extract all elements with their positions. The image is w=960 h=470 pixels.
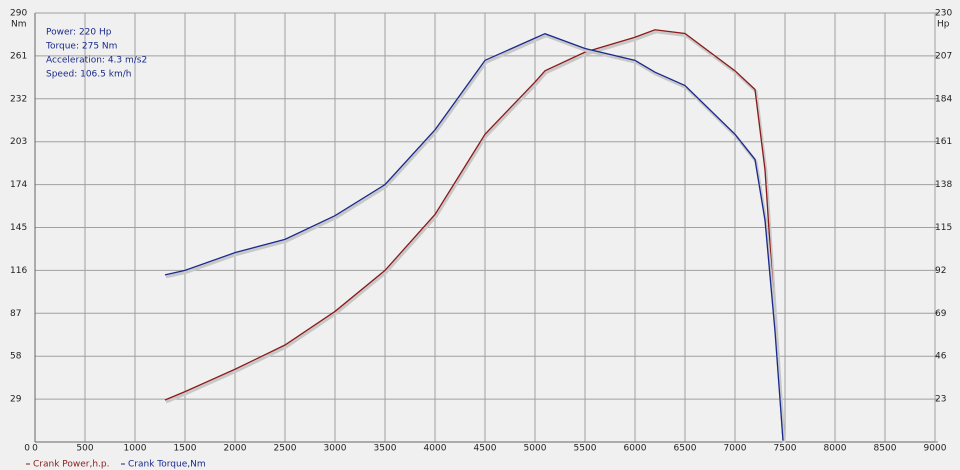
y-tick-label: 232 bbox=[10, 94, 27, 104]
x-tick-label: 5000 bbox=[524, 444, 547, 454]
line-shadow bbox=[165, 30, 786, 443]
y2-tick-label: 23 bbox=[935, 395, 946, 405]
x-tick-label: 0 bbox=[32, 444, 38, 454]
x-tick-label: 500 bbox=[76, 444, 93, 454]
x-tick-label: 2000 bbox=[224, 444, 247, 454]
y-tick-label: 203 bbox=[10, 137, 27, 147]
y-tick-label: 116 bbox=[10, 266, 27, 276]
legend-label: Crank Torque,Nm bbox=[128, 460, 206, 470]
info-text: Power: 220 Hp bbox=[46, 28, 112, 38]
y2-tick-label: 46 bbox=[935, 352, 947, 362]
x-tick-label: 6500 bbox=[674, 444, 697, 454]
x-tick-label: 2500 bbox=[274, 444, 297, 454]
y-tick-label: 0 bbox=[24, 444, 30, 454]
x-tick-label: 8500 bbox=[874, 444, 897, 454]
y2-tick-label: 138 bbox=[935, 180, 952, 190]
x-tick-label: 4000 bbox=[424, 444, 447, 454]
x-tick-label: 3500 bbox=[374, 444, 397, 454]
x-tick-label: 1000 bbox=[124, 444, 147, 454]
y2-axis-title: Hp bbox=[937, 20, 950, 30]
y-axis-title: Nm bbox=[11, 20, 27, 30]
y2-tick-label: 230 bbox=[935, 9, 952, 19]
series-line bbox=[164, 33, 784, 441]
x-tick-label: 1500 bbox=[174, 444, 197, 454]
y-tick-label: 87 bbox=[10, 309, 21, 319]
y-tick-label: 290 bbox=[10, 9, 27, 19]
y2-tick-label: 161 bbox=[935, 137, 952, 147]
info-text: Torque: 275 Nm bbox=[45, 42, 117, 52]
y2-tick-label: 69 bbox=[935, 309, 947, 319]
line-shadow bbox=[165, 34, 786, 443]
x-tick-label: 7000 bbox=[724, 444, 747, 454]
y-tick-label: 145 bbox=[10, 223, 27, 233]
series-line bbox=[164, 29, 784, 441]
y-tick-label: 174 bbox=[10, 180, 27, 190]
x-tick-label: 5500 bbox=[574, 444, 597, 454]
y-tick-label: 261 bbox=[10, 51, 27, 61]
y2-tick-label: 184 bbox=[935, 94, 952, 104]
y-tick-label: 58 bbox=[10, 352, 22, 362]
info-text: Acceleration: 4.3 m/s2 bbox=[46, 56, 147, 66]
legend-label: Crank Power,h.p. bbox=[33, 460, 110, 470]
y-tick-label: 29 bbox=[10, 395, 22, 405]
x-tick-label: 4500 bbox=[474, 444, 497, 454]
x-tick-label: 6000 bbox=[624, 444, 647, 454]
y2-tick-label: 207 bbox=[935, 51, 952, 61]
x-tick-label: 8000 bbox=[824, 444, 847, 454]
y2-tick-label: 115 bbox=[935, 223, 952, 233]
y2-tick-label: 92 bbox=[935, 266, 946, 276]
x-tick-label: 9000 bbox=[924, 444, 947, 454]
x-tick-label: 7500 bbox=[774, 444, 797, 454]
info-text: Speed: 106.5 km/h bbox=[46, 70, 131, 80]
x-tick-label: 3000 bbox=[324, 444, 347, 454]
